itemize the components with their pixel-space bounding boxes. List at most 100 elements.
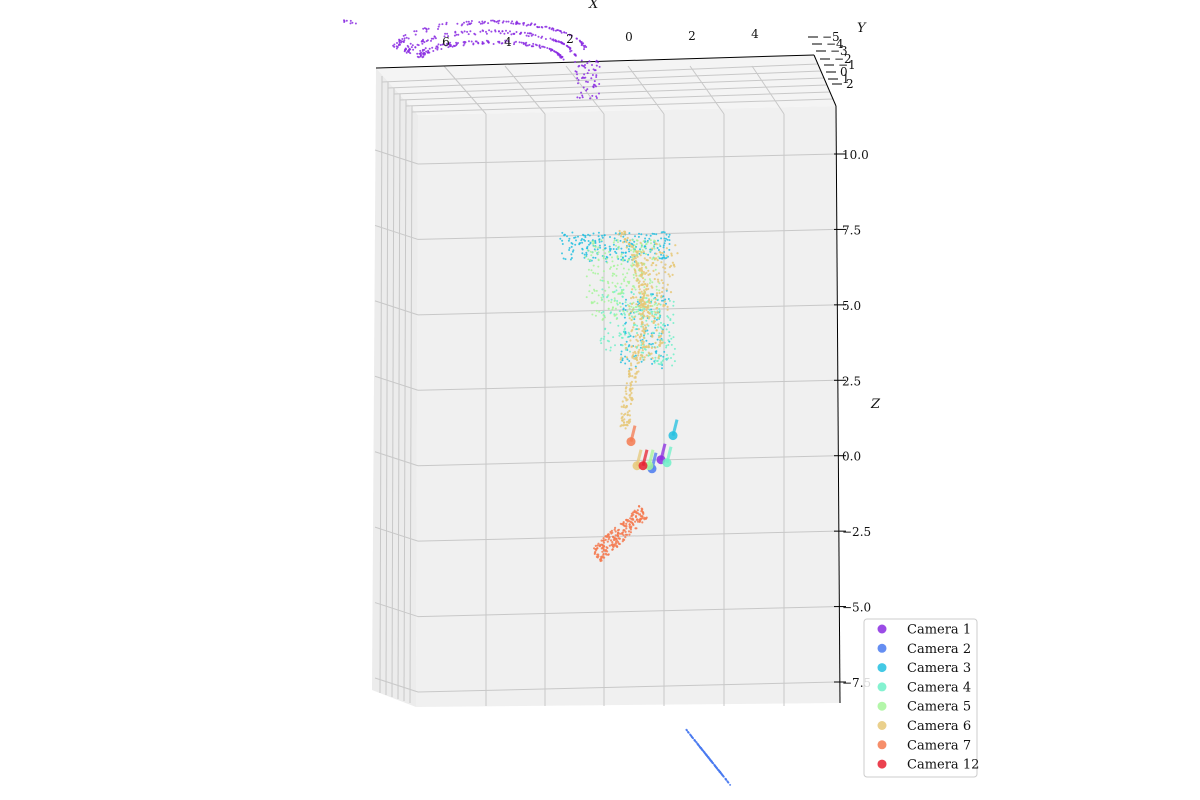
x-tick-label: 2 [688,29,696,43]
data-point [632,326,635,329]
data-point [478,21,481,24]
data-point [584,234,587,237]
data-point [597,553,600,556]
data-point [641,270,644,273]
data-point [657,302,660,305]
data-point [575,37,578,40]
data-point [640,351,643,354]
data-point [635,239,638,242]
data-point [593,83,595,86]
data-point [437,28,439,30]
data-point [495,20,498,23]
data-point [630,521,633,524]
data-point [635,303,638,306]
data-point [635,261,638,264]
data-point [597,272,599,275]
data-point [672,336,675,339]
data-point [641,508,644,511]
data-point [633,240,636,243]
data-point [644,306,647,309]
data-point [634,335,637,338]
data-point [634,270,637,273]
data-point [638,513,641,516]
data-point [498,41,501,44]
data-point [645,243,647,246]
data-point [556,53,559,56]
data-point [601,234,603,237]
data-point [625,392,628,395]
data-point [653,247,656,250]
data-point [651,262,654,265]
data-point [641,312,644,315]
data-point [657,255,660,258]
data-point [632,296,635,299]
data-point [397,44,400,47]
data-point [642,240,645,243]
data-point [625,284,628,287]
data-point [602,257,605,260]
data-point [479,30,482,33]
data-point [636,333,639,337]
data-point [671,364,674,367]
data-point [577,65,580,68]
data-point [591,94,594,97]
data-point [607,307,610,310]
data-point [655,243,658,246]
data-point [649,279,652,282]
data-point [598,544,601,547]
data-point [595,97,598,99]
data-point [630,512,634,515]
data-point [571,231,574,234]
data-point [621,302,624,305]
data-point [533,23,536,26]
data-point [626,336,629,339]
data-point [479,22,482,25]
data-point [645,258,648,262]
data-point [665,237,667,240]
data-point [625,423,629,426]
data-point [648,282,651,285]
data-point [631,262,634,265]
data-point [610,543,613,547]
data-point [633,322,636,325]
data-point [586,81,589,83]
data-point [652,297,655,300]
data-point [576,77,579,80]
y-grid-line-side [397,93,401,700]
data-point [641,283,644,286]
data-point [646,315,649,318]
data-point [659,303,662,306]
data-point [607,553,610,556]
data-point [406,44,409,47]
data-point [592,232,595,235]
data-point [466,23,469,26]
data-point [593,245,595,248]
data-point [640,515,644,518]
data-point [650,343,653,346]
data-point [427,27,430,30]
data-point [642,250,645,253]
points-camera-1 [392,19,588,61]
data-point [657,249,660,251]
data-point [663,341,666,344]
data-point [403,39,406,42]
data-point [642,296,645,299]
data-point [561,55,564,58]
data-point [629,382,632,385]
data-point [629,256,632,258]
data-point [648,301,652,304]
data-point [637,235,640,238]
data-point [659,334,663,337]
data-point [585,296,588,299]
data-point [665,254,668,257]
data-point [549,37,552,40]
data-point [660,327,663,330]
data-point [636,362,639,365]
data-point [656,304,659,307]
data-point [594,240,597,243]
data-point [507,20,510,23]
data-point [512,22,515,25]
data-point [647,269,650,272]
legend-label: Camera 12 [907,758,979,773]
data-point [483,21,486,24]
